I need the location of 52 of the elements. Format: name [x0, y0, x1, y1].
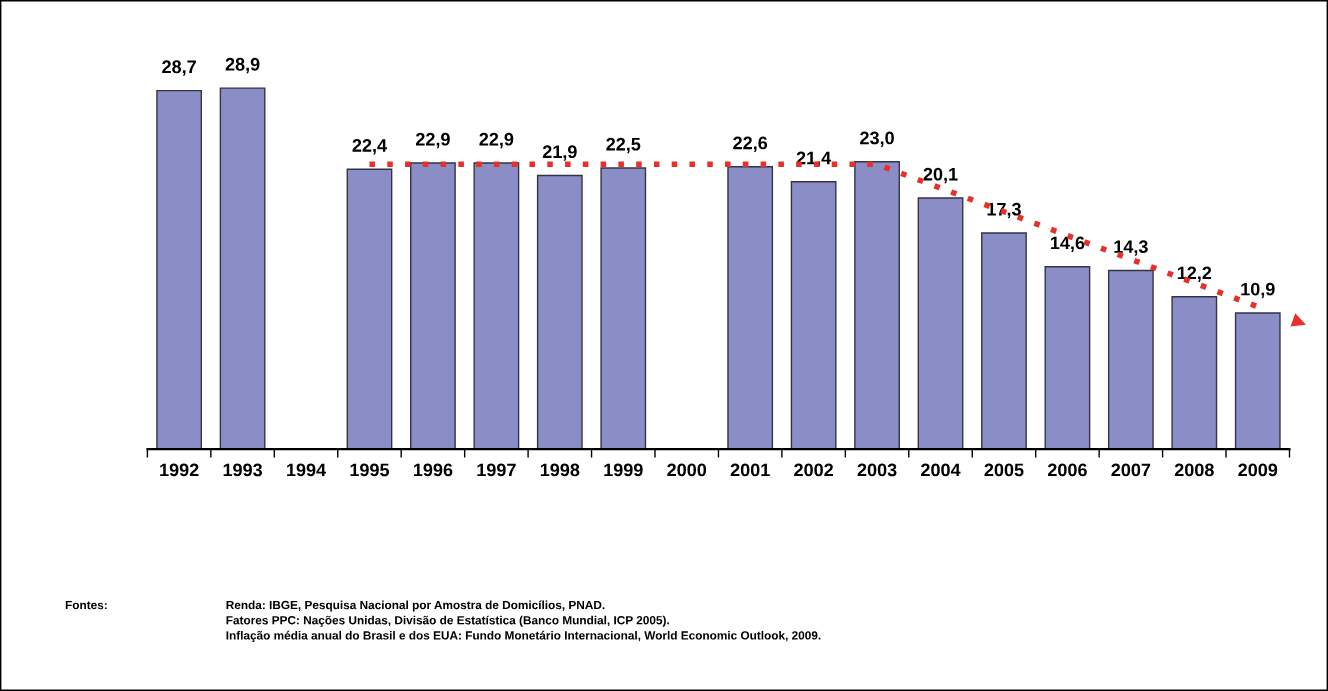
data-label: 28,9 [225, 57, 260, 74]
x-tick-label: 2002 [794, 463, 833, 477]
text: Inflação média anual do Brasil e dos EUA: Fundo Monetário Internacional, World Economic Outlook, 2009. [226, 630, 821, 642]
data-label: 10,9 [1241, 282, 1275, 299]
x-tick-label: 1997 [477, 463, 516, 477]
data-label: 22,5 [606, 137, 641, 154]
bar [1171, 296, 1218, 450]
x-tick-label: 2007 [1111, 463, 1151, 477]
bar [219, 87, 266, 450]
x-tick-label: 2009 [1238, 463, 1278, 477]
bar [981, 232, 1027, 450]
x-tick-label: 1999 [604, 463, 643, 477]
data-label: 22,9 [415, 132, 450, 149]
x-tick-label: 2006 [1047, 463, 1087, 477]
text: Fatores PPC: Nações Unidas, Divisão de Estatística (Banco Mundial, ICP 2005). [226, 615, 669, 627]
x-tick-label: 1995 [350, 463, 390, 477]
bar [790, 181, 837, 450]
bar [156, 89, 203, 450]
data-label: 28,7 [162, 60, 196, 76]
x-tick-label: 2004 [921, 463, 961, 477]
data-label: 14,6 [1050, 236, 1085, 252]
x-tick-label: 2001 [730, 463, 770, 477]
data-label: 20,1 [923, 167, 958, 184]
x-tick-label: 1996 [413, 463, 453, 477]
bar [536, 174, 583, 450]
data-label: 22,4 [352, 139, 387, 155]
data-label: 22,6 [733, 136, 768, 152]
bar [1044, 266, 1091, 450]
x-tick-label: 1998 [540, 463, 580, 477]
x-tick-label: 2000 [667, 463, 707, 477]
x-tick-label: 2005 [984, 463, 1024, 477]
x-tick-label: 2008 [1174, 463, 1214, 477]
x-tick-label: 1992 [160, 463, 199, 477]
bar [854, 161, 900, 450]
x-tick-label: 1994 [287, 463, 327, 477]
text: Renda: IBGE, Pesquisa Nacional por Amostra de Domicílios, PNAD. [226, 600, 605, 612]
data-label: 23,0 [860, 131, 894, 147]
bar [1107, 269, 1154, 450]
bar [727, 166, 774, 450]
bar [410, 162, 456, 450]
x-tick-label: 1993 [223, 463, 263, 477]
data-label: 12,2 [1177, 266, 1212, 282]
bar [1234, 312, 1281, 450]
x-tick-label: 2003 [857, 463, 897, 477]
bar [917, 197, 964, 450]
text: Fontes: [65, 600, 107, 610]
data-label: 14,3 [1114, 240, 1148, 256]
bar [600, 167, 647, 450]
bar [346, 168, 393, 450]
data-label: 21,9 [542, 145, 577, 161]
bar [473, 162, 520, 450]
data-label: 22,9 [479, 132, 514, 149]
